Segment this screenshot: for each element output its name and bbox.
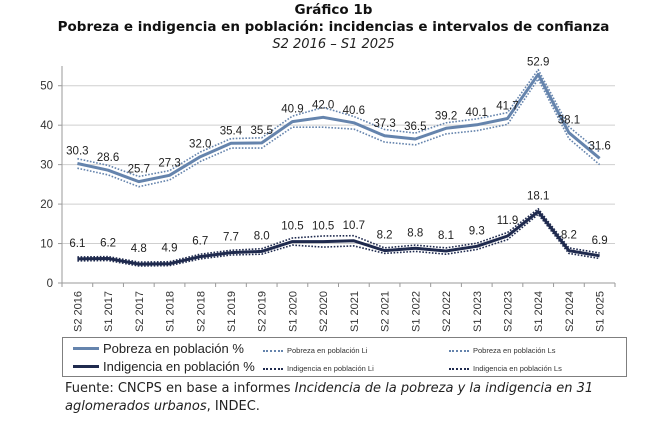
- chart-header: Gráfico 1b Pobreza e indigencia en pobla…: [0, 2, 667, 53]
- series-line-pobreza-en-poblaci-n-pct: [77, 72, 601, 184]
- data-label: 35.4: [220, 125, 243, 137]
- legend-swatch-pobreza-ls: [449, 349, 469, 352]
- data-label: 40.9: [281, 104, 303, 116]
- series-line-indigencia-en-poblaci-n-ls: [77, 208, 600, 263]
- legend-label-pobreza-li: Pobreza en población Li: [287, 346, 368, 355]
- x-tick-label: S2 2020: [318, 291, 330, 332]
- legend-label-pobreza: Pobreza en población %: [103, 341, 244, 356]
- data-label: 27.3: [158, 157, 180, 169]
- line-chart: 0 10 20 30 40 50 S2 2016 S1 2017 S2 2017 S1 2018 S…: [40, 56, 616, 332]
- data-label: 32.0: [189, 139, 211, 151]
- legend-swatch-indigencia-li: [263, 367, 283, 370]
- series-lines: [77, 68, 601, 267]
- data-label: 10.5: [312, 221, 334, 233]
- x-tick-label: S1 2025: [595, 291, 607, 332]
- gridlines: [62, 85, 615, 245]
- data-label: 31.6: [588, 140, 610, 152]
- data-label: 8.2: [561, 230, 577, 242]
- x-tick-label: S2 2024: [564, 291, 576, 332]
- legend-item-indigencia: Indigencia en población %: [73, 359, 255, 374]
- data-label: 28.6: [97, 152, 119, 164]
- chart-title: Pobreza e indigencia en población: incid…: [57, 19, 610, 35]
- y-tick-label: 40: [40, 120, 53, 132]
- x-tick-label: S1 2020: [287, 291, 299, 332]
- series-line-pobreza-en-poblaci-n-ls: [77, 68, 601, 178]
- series-line-pobreza-en-poblaci-n-li: [77, 78, 601, 188]
- data-label: 42.0: [312, 99, 334, 111]
- data-label: 36.5: [404, 121, 426, 133]
- x-tick-label: S2 2023: [502, 291, 514, 332]
- y-tick-label: 50: [40, 81, 53, 93]
- legend-label-pobreza-ls: Pobreza en población Ls: [473, 346, 556, 355]
- legend-item-pobreza-ls: Pobreza en población Ls: [449, 346, 556, 355]
- data-label: 37.3: [373, 118, 395, 130]
- legend-swatch-pobreza: [73, 347, 99, 350]
- x-tick-label: S2 2022: [441, 291, 453, 332]
- data-label: 52.9: [527, 56, 549, 68]
- figure-number: Gráfico 1b: [294, 2, 373, 18]
- chart-legend: Pobreza en población % Pobreza en poblac…: [62, 337, 627, 377]
- data-label: 40.6: [343, 105, 365, 117]
- data-label: 8.8: [407, 227, 423, 239]
- data-label: 11.9: [497, 215, 519, 227]
- data-label: 4.9: [162, 243, 178, 255]
- y-tick-label: 30: [40, 160, 53, 172]
- data-label: 38.1: [558, 115, 580, 127]
- x-tick-label: S2 2021: [380, 291, 392, 332]
- data-label: 8.2: [377, 230, 393, 242]
- source-prefix: Fuente: CNCPS en base a informes: [65, 381, 295, 396]
- data-label: 6.9: [592, 235, 608, 247]
- data-label: 41.7: [496, 100, 518, 112]
- x-tick-label: S2 2019: [257, 291, 269, 332]
- x-tick-label: S1 2017: [103, 291, 115, 332]
- x-tick-label: S1 2019: [226, 291, 238, 332]
- data-label: 40.1: [466, 107, 488, 119]
- data-label: 39.2: [435, 110, 457, 122]
- axes: 0 10 20 30 40 50 S2 2016 S1 2017 S2 2017 S1 2018 S…: [40, 66, 616, 332]
- legend-label-indigencia-li: Indigencia en población Li: [287, 364, 374, 373]
- x-tick-label: S1 2022: [410, 291, 422, 332]
- data-labels: 30.3 28.6 25.7 27.3 32.0 35.4 35.5 40.9 42.0 40.6…: [66, 56, 611, 255]
- x-tick-label: S2 2018: [195, 291, 207, 332]
- legend-swatch-pobreza-li: [263, 349, 283, 352]
- data-label: 8.1: [438, 230, 454, 242]
- source-report-title: Incidencia de la pobreza y la indigencia…: [65, 381, 594, 414]
- data-label: 25.7: [128, 164, 150, 176]
- data-label: 6.2: [100, 238, 116, 250]
- data-label: 6.1: [69, 238, 85, 250]
- series-line-indigencia-en-poblaci-n-li: [77, 213, 600, 267]
- source-suffix: , INDEC.: [206, 399, 260, 414]
- x-tick-label: S2 2017: [134, 291, 146, 332]
- data-label: 7.7: [223, 232, 239, 244]
- x-tick-label: S2 2016: [72, 291, 84, 332]
- data-label: 35.5: [250, 125, 272, 137]
- data-label: 6.7: [192, 236, 208, 248]
- data-label: 8.0: [254, 230, 270, 242]
- y-tick-label: 10: [40, 239, 53, 251]
- series-line-indigencia-en-poblaci-n-pct: [77, 210, 600, 266]
- source-note: Fuente: CNCPS en base a informes Inciden…: [65, 380, 625, 416]
- data-label: 30.3: [66, 145, 88, 157]
- legend-item-pobreza-li: Pobreza en población Li: [263, 346, 367, 355]
- legend-item-indigencia-li: Indigencia en población Li: [263, 364, 374, 373]
- x-tick-label: S1 2021: [349, 291, 361, 332]
- legend-label-indigencia-ls: Indigencia en población Ls: [473, 364, 562, 373]
- data-label: 10.5: [281, 221, 303, 233]
- legend-label-indigencia: Indigencia en población %: [103, 359, 255, 374]
- data-label: 18.1: [527, 191, 549, 203]
- data-label: 9.3: [469, 225, 485, 237]
- legend-swatch-indigencia-ls: [449, 367, 469, 370]
- chart-subtitle: S2 2016 – S1 2025: [272, 37, 395, 52]
- y-tick-label: 0: [47, 278, 53, 290]
- legend-item-pobreza: Pobreza en población %: [73, 341, 244, 356]
- data-label: 10.7: [343, 220, 365, 232]
- x-tick-label: S1 2023: [472, 291, 484, 332]
- x-tick-label: S1 2024: [533, 291, 545, 332]
- legend-item-indigencia-ls: Indigencia en población Ls: [449, 364, 562, 373]
- legend-swatch-indigencia: [73, 365, 99, 368]
- x-tick-label: S1 2018: [165, 291, 177, 332]
- data-label: 4.8: [131, 243, 147, 255]
- y-tick-label: 20: [40, 199, 53, 211]
